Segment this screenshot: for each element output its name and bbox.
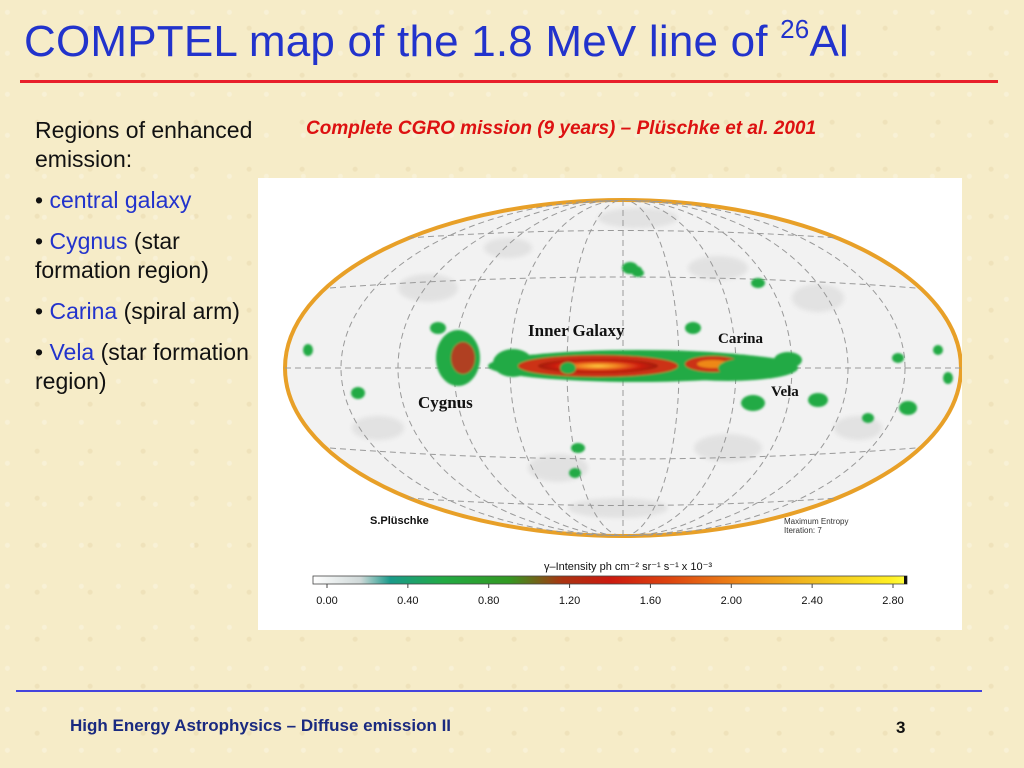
sky-map-figure: Inner Galaxy Carina Vela Cygnus S.Plüsch…	[258, 178, 962, 630]
title-main: COMPTEL map of the 1.8 MeV line of	[24, 17, 781, 66]
emission-regions-layer	[303, 262, 953, 478]
bullet: •	[35, 187, 44, 213]
author-label: S.Plüschke	[370, 515, 429, 527]
region-item-carina: • Carina (spiral arm)	[35, 297, 255, 326]
region-item-cygnus: • Cygnus (star formation region)	[35, 227, 255, 285]
colorbar-tick-label: 0.00	[316, 595, 337, 607]
regions-intro: Regions of enhanced emission:	[35, 117, 253, 172]
bullet: •	[35, 339, 44, 365]
colorbar-tick-label: 0.80	[478, 595, 499, 607]
colorbar-tick-label: 2.80	[882, 595, 903, 607]
region-desc: (star formation region)	[35, 339, 249, 394]
footer-text: High Energy Astrophysics – Diffuse emiss…	[70, 716, 452, 735]
region-name: Vela	[49, 339, 95, 365]
footer-rule	[16, 690, 982, 692]
colorbar-tick-label: 1.60	[640, 595, 661, 607]
region-name: Cygnus	[49, 228, 128, 254]
colorbar-ticks: 0.00 0.40 0.80 1.20 1.60 2.00 2.40 2.80	[316, 584, 904, 607]
colorbar-tick-label: 2.00	[721, 595, 742, 607]
colorbar-tick-label: 0.40	[397, 595, 418, 607]
sky-map-content	[285, 200, 961, 536]
method-label-line1: Maximum Entropy	[784, 517, 848, 526]
title-underline	[20, 80, 998, 83]
label-inner-galaxy: Inner Galaxy	[528, 321, 625, 340]
title-element: Al	[809, 17, 849, 66]
colorbar-label: γ–Intensity ph cm⁻² sr⁻¹ s⁻¹ x 10⁻³	[544, 561, 712, 573]
figure-subtitle: Complete CGRO mission (9 years) – Plüsch…	[306, 118, 817, 139]
label-carina: Carina	[718, 331, 764, 347]
colorbar-tick-label: 1.20	[559, 595, 580, 607]
region-name: Carina	[49, 298, 118, 324]
region-name: central galaxy	[49, 187, 192, 213]
region-item-vela: • Vela (star formation region)	[35, 338, 255, 396]
region-desc: (spiral arm)	[123, 298, 240, 324]
method-label-line2: Iteration: 7	[784, 526, 822, 535]
colorbar	[312, 575, 908, 585]
colorbar-end-mark	[904, 576, 907, 584]
bullet: •	[35, 228, 44, 254]
region-item-central-galaxy: • central galaxy	[35, 186, 255, 215]
title-superscript: 26	[780, 14, 810, 44]
all-sky-map-svg: Inner Galaxy Carina Vela Cygnus S.Plüsch…	[283, 198, 962, 607]
bullet: •	[35, 298, 44, 324]
label-cygnus: Cygnus	[418, 393, 473, 412]
slide-title: COMPTEL map of the 1.8 MeV line of 26Al	[24, 14, 849, 67]
label-vela: Vela	[771, 384, 799, 400]
page-number: 3	[896, 718, 906, 737]
colorbar-tick-label: 2.40	[801, 595, 822, 607]
emission-regions-text: Regions of enhanced emission: • central …	[35, 116, 255, 408]
region-desc: (star formation region)	[35, 228, 209, 283]
